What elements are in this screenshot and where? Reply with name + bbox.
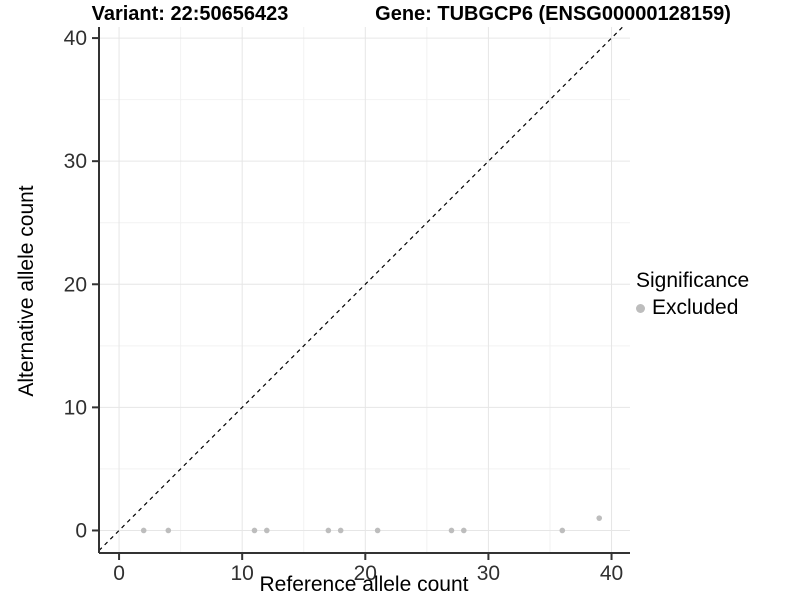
data-point [596, 515, 603, 521]
y-tick-label: 40 [64, 27, 87, 50]
x-tick-label: 30 [477, 562, 500, 585]
data-point [264, 527, 270, 534]
y-axis-title: Alternative allele count [15, 185, 38, 397]
data-point [460, 527, 467, 534]
legend: Significance Excluded [636, 269, 749, 320]
data-point [337, 527, 344, 534]
legend-point-icon [636, 303, 645, 313]
plot-title-gene: Gene: TUBGCP6 (ENSG00000128159) [375, 3, 731, 25]
x-tick-label: 0 [113, 562, 125, 585]
y-tick-label: 10 [64, 396, 87, 419]
identity-line [98, 26, 624, 551]
x-axis-title: Reference allele count [259, 573, 469, 596]
plot-title-variant: Variant: 22:50656423 [91, 3, 289, 25]
data-point [140, 527, 147, 534]
legend-item-label: Excluded [652, 296, 739, 319]
legend-item-excluded: Excluded [636, 296, 749, 320]
legend-title: Significance [636, 269, 750, 292]
data-point [325, 527, 332, 534]
y-tick-label: 30 [64, 150, 87, 173]
x-tick-label: 20 [354, 562, 377, 585]
x-tick-label: 10 [231, 562, 254, 585]
x-tick-label: 40 [600, 562, 623, 585]
data-point [165, 527, 172, 534]
data-point [448, 527, 455, 534]
data-point [374, 527, 381, 534]
data-point [559, 527, 566, 534]
y-tick-label: 0 [75, 519, 87, 542]
data-point [251, 527, 258, 534]
y-tick-label: 20 [64, 273, 87, 296]
